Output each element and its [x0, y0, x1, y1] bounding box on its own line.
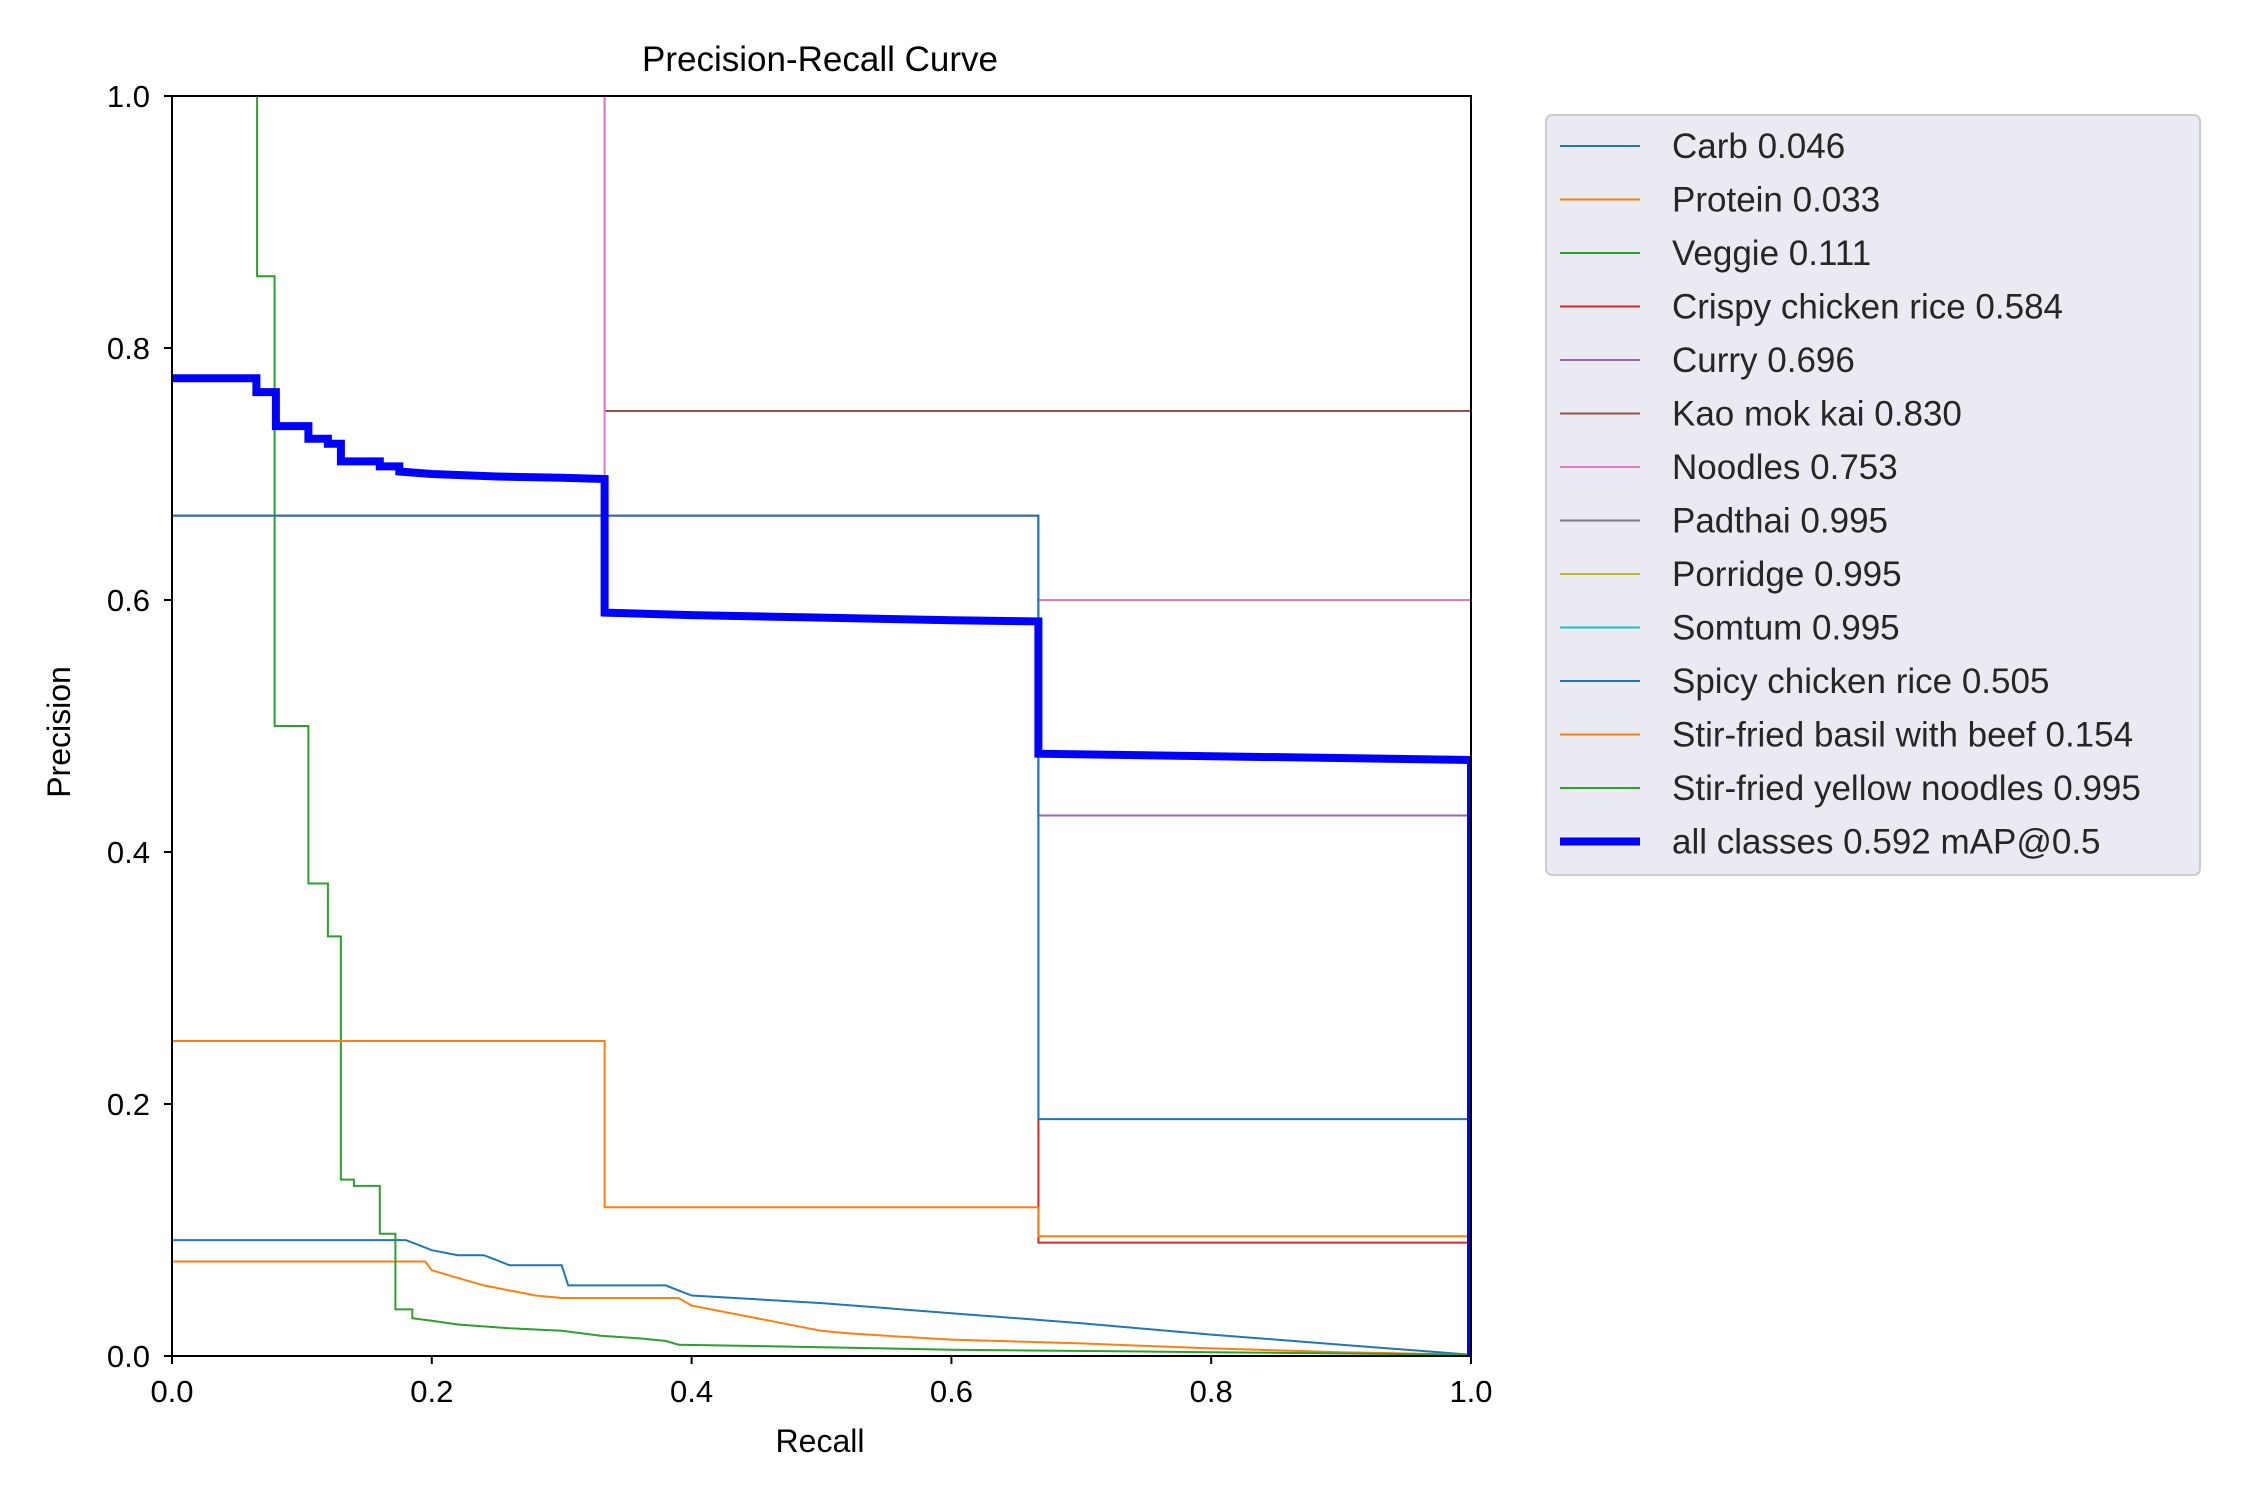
y-tick-label: 0.6 [107, 583, 150, 618]
plot-frame [171, 95, 1472, 1357]
legend-label-7: Padthai 0.995 [1672, 502, 1888, 541]
y-tick-label: 0.2 [107, 1087, 150, 1122]
series-line-10 [172, 514, 1471, 1356]
legend-label-8: Porridge 0.995 [1672, 555, 1902, 594]
legend-label-13: all classes 0.592 mAP@0.5 [1672, 823, 2101, 862]
y-axis-label: Precision [41, 666, 77, 798]
series-line-11 [172, 1040, 1471, 1356]
x-axis-label: Recall [776, 1423, 865, 1459]
series-line-2 [256, 96, 1471, 1356]
legend-label-4: Curry 0.696 [1672, 341, 1855, 380]
series-line-0 [172, 1239, 1471, 1356]
y-tick-label: 0.8 [107, 331, 150, 366]
y-tick-label: 1.0 [107, 79, 150, 114]
legend-label-3: Crispy chicken rice 0.584 [1672, 288, 2063, 327]
x-tick-label: 0.8 [1190, 1374, 1233, 1409]
legend-label-10: Spicy chicken rice 0.505 [1672, 662, 2049, 701]
x-tick-label: 0.0 [150, 1374, 193, 1409]
ticks-layer: 0.0 0.2 0.4 0.6 0.8 1.0 0.0 0.2 0.4 0.6 0.8 1.0 [107, 79, 1493, 1409]
x-tick-label: 0.6 [930, 1374, 973, 1409]
legend-box [1545, 114, 2201, 876]
legend-label-6: Noodles 0.753 [1672, 448, 1898, 487]
series-line-13 [172, 374, 1471, 1356]
chart-title: Precision-Recall Curve [642, 40, 998, 79]
legend-label-12: Stir-fried yellow noodles 0.995 [1672, 769, 2141, 808]
legend-label-5: Kao mok kai 0.830 [1672, 395, 1962, 434]
legend-label-9: Somtum 0.995 [1672, 609, 1900, 648]
legend-label-1: Protein 0.033 [1672, 181, 1880, 220]
x-tick-label: 1.0 [1449, 1374, 1492, 1409]
x-tick-label: 0.2 [410, 1374, 453, 1409]
legend: Carb 0.046 Protein 0.033 Veggie 0.111 Crisp… [1545, 114, 2201, 876]
legend-label-0: Carb 0.046 [1672, 127, 1845, 166]
y-tick-label: 0.0 [107, 1339, 150, 1374]
legend-label-2: Veggie 0.111 [1672, 234, 1871, 273]
y-tick-label: 0.4 [107, 835, 150, 870]
legend-items: Carb 0.046 Protein 0.033 Veggie 0.111 Crisp… [1560, 127, 2141, 862]
series-line-1 [172, 1260, 1471, 1356]
series-layer [172, 96, 1471, 1356]
legend-label-11: Stir-fried basil with beef 0.154 [1672, 716, 2133, 755]
x-tick-label: 0.4 [670, 1374, 713, 1409]
